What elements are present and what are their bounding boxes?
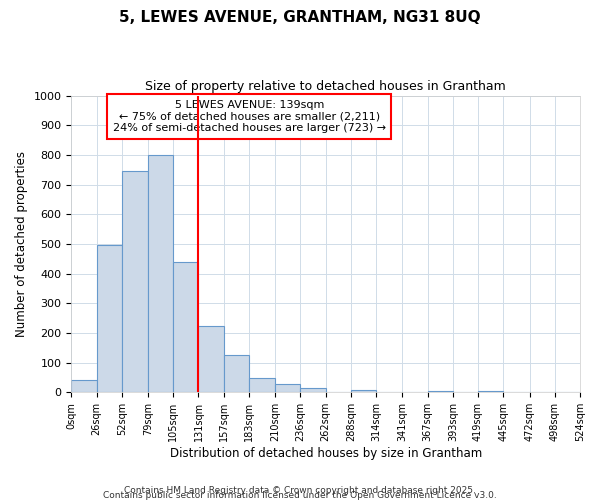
Bar — [301, 388, 326, 392]
Bar — [224, 354, 249, 393]
Bar — [97, 246, 122, 392]
Text: 5, LEWES AVENUE, GRANTHAM, NG31 8UQ: 5, LEWES AVENUE, GRANTHAM, NG31 8UQ — [119, 10, 481, 25]
Bar — [148, 155, 173, 392]
Title: Size of property relative to detached houses in Grantham: Size of property relative to detached ho… — [145, 80, 506, 93]
Text: Contains public sector information licensed under the Open Government Licence v3: Contains public sector information licen… — [103, 491, 497, 500]
Text: Contains HM Land Registry data © Crown copyright and database right 2025.: Contains HM Land Registry data © Crown c… — [124, 486, 476, 495]
Bar — [249, 378, 275, 392]
Bar — [275, 384, 301, 392]
X-axis label: Distribution of detached houses by size in Grantham: Distribution of detached houses by size … — [170, 447, 482, 460]
Bar — [71, 380, 97, 392]
Bar — [173, 262, 199, 392]
Bar — [478, 391, 503, 392]
Y-axis label: Number of detached properties: Number of detached properties — [15, 151, 28, 337]
Bar — [199, 326, 224, 392]
Bar — [351, 390, 376, 392]
Bar — [428, 391, 453, 392]
Bar — [122, 171, 148, 392]
Text: 5 LEWES AVENUE: 139sqm
← 75% of detached houses are smaller (2,211)
24% of semi-: 5 LEWES AVENUE: 139sqm ← 75% of detached… — [113, 100, 386, 133]
